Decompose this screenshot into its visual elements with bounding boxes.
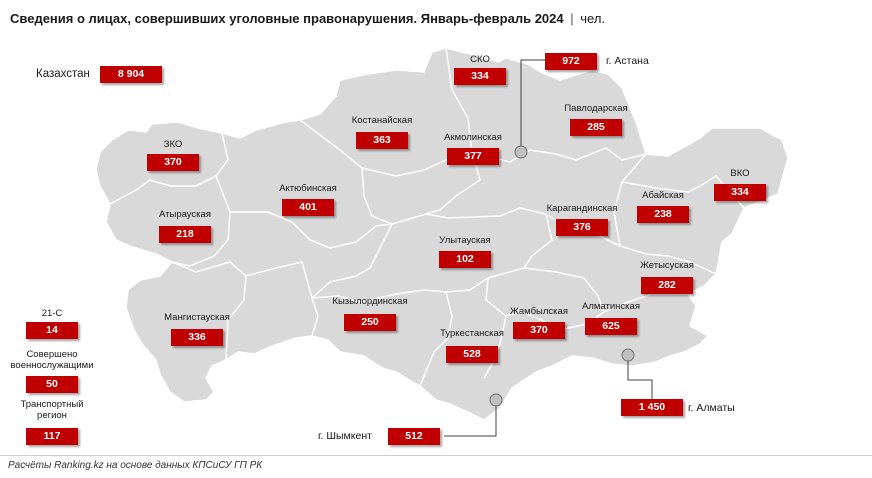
value-military: 50 bbox=[26, 376, 78, 393]
label-akmola: Акмолинская bbox=[444, 132, 502, 143]
label-zko: ЗКО bbox=[163, 139, 183, 150]
title-separator: | bbox=[570, 11, 574, 26]
value-almaty-region: 625 bbox=[585, 318, 637, 335]
region-borders bbox=[109, 47, 745, 387]
label-transport-line2: регион bbox=[37, 410, 67, 421]
value-shymkent: 512 bbox=[388, 428, 440, 445]
footer-divider bbox=[0, 455, 872, 456]
value-pavlodar: 285 bbox=[570, 119, 622, 136]
value-zhambyl: 370 bbox=[513, 322, 565, 339]
value-kyzylorda: 250 bbox=[344, 314, 396, 331]
value-transport: 117 bbox=[26, 428, 78, 445]
chart-title: Сведения о лицах, совершивших уголовные … bbox=[10, 11, 605, 26]
label-aktobe: Актюбинская bbox=[279, 183, 337, 194]
title-unit: чел. bbox=[580, 11, 606, 26]
label-ulytau: Улытауская bbox=[439, 235, 491, 246]
value-atyrau: 218 bbox=[159, 226, 211, 243]
value-sko: 334 bbox=[454, 68, 506, 85]
label-kyzylorda: Кызылординская bbox=[332, 296, 408, 307]
value-zko: 370 bbox=[147, 154, 199, 171]
value-akmola: 377 bbox=[447, 148, 499, 165]
label-military: Совершено военнослужащими bbox=[10, 349, 93, 371]
value-abay: 238 bbox=[637, 206, 689, 223]
shymkent-marker bbox=[489, 393, 503, 407]
value-karaganda: 376 bbox=[556, 219, 608, 236]
city-connectors bbox=[444, 59, 653, 437]
label-21c: 21-С bbox=[41, 308, 63, 319]
label-karaganda: Карагандинская bbox=[546, 203, 618, 214]
astana-marker bbox=[514, 145, 528, 159]
label-military-line2: военнослужащими bbox=[10, 360, 94, 371]
label-abay: Абайская bbox=[642, 190, 684, 201]
label-zhetysu: Жетысуская bbox=[640, 260, 694, 271]
value-astana: 972 bbox=[545, 53, 597, 70]
source-note: Расчёты Ranking.kz на основе данных КПСи… bbox=[8, 460, 263, 471]
label-atyrau: Атырауская bbox=[159, 209, 211, 220]
label-military-line1: Совершено bbox=[26, 349, 78, 360]
label-vko: ВКО bbox=[730, 168, 750, 179]
value-mangystau: 336 bbox=[171, 329, 223, 346]
label-sko: СКО bbox=[470, 54, 490, 65]
value-vko: 334 bbox=[714, 184, 766, 201]
value-ulytau: 102 bbox=[439, 251, 491, 268]
value-kostanay: 363 bbox=[356, 132, 408, 149]
value-turkestan: 528 bbox=[446, 346, 498, 363]
total-label: Казахстан bbox=[36, 68, 90, 80]
value-21c: 14 bbox=[26, 322, 78, 339]
label-zhambyl: Жамбылская bbox=[510, 306, 568, 317]
value-zhetysu: 282 bbox=[641, 277, 693, 294]
value-aktobe: 401 bbox=[282, 199, 334, 216]
value-almaty-city: 1 450 bbox=[621, 399, 683, 416]
label-pavlodar: Павлодарская bbox=[564, 103, 628, 114]
total-value: 8 904 bbox=[100, 66, 162, 83]
title-text: Сведения о лицах, совершивших уголовные … bbox=[10, 11, 564, 26]
almaty-marker bbox=[621, 348, 635, 362]
label-turkestan: Туркестанская bbox=[440, 328, 504, 339]
label-almaty-region: Алматинская bbox=[582, 301, 640, 312]
label-transport-line1: Транспортный bbox=[20, 399, 84, 410]
label-almaty-city: г. Алматы bbox=[688, 402, 735, 414]
label-astana: г. Астана bbox=[606, 55, 649, 67]
label-mangystau: Мангистауская bbox=[164, 312, 230, 323]
label-shymkent: г. Шымкент bbox=[318, 430, 372, 442]
label-transport: Транспортный регион bbox=[20, 399, 83, 421]
label-kostanay: Костанайская bbox=[351, 115, 413, 126]
